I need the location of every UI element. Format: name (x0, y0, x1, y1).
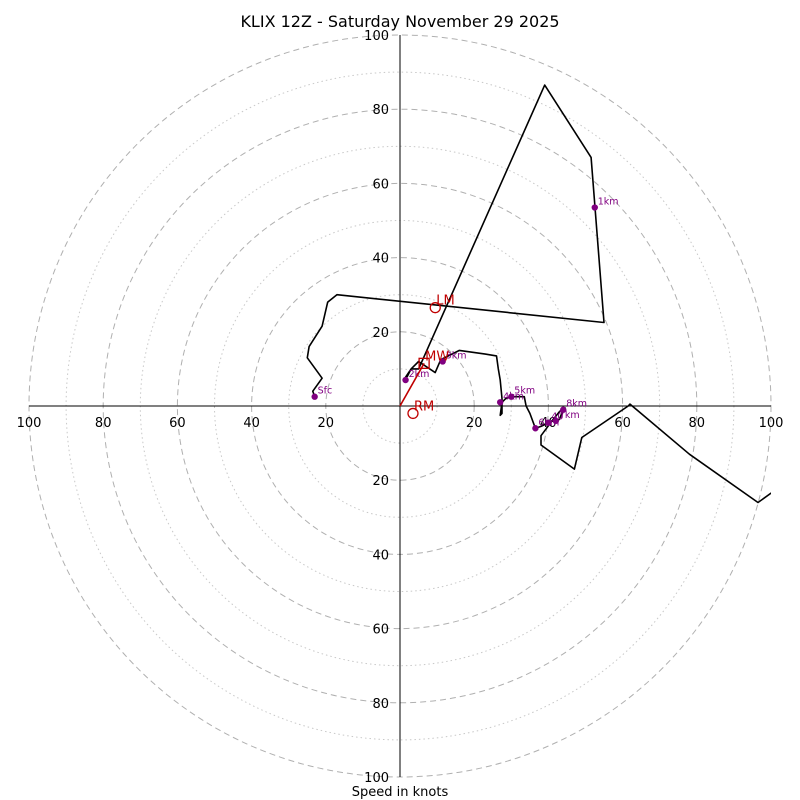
storm-motion-rm-marker (407, 407, 419, 420)
y-tick-label: 80 (372, 103, 389, 118)
storm-motion-lm-label: LM (436, 294, 454, 309)
storm-motion-mw-marker (418, 357, 430, 369)
x-axis-label: Speed in knots (352, 785, 449, 800)
height-label-40: 40 (551, 412, 563, 423)
height-label-7km: 7km (559, 410, 580, 421)
storm-motion-mw-label: MW (425, 349, 449, 364)
x-tick-label: 80 (95, 416, 112, 431)
height-label-2km: 2km (409, 369, 430, 380)
y-tick-label: 60 (372, 623, 389, 638)
height-label-sfc: Sfc (318, 386, 333, 397)
x-tick-label: 80 (689, 416, 706, 431)
height-point-3km (439, 358, 446, 365)
y-tick-label: 100 (364, 771, 389, 786)
y-tick-label: 80 (372, 697, 389, 712)
y-tick-label: 40 (372, 252, 389, 267)
height-point-1km (591, 204, 598, 211)
height-point-5km (508, 393, 515, 400)
height-point-sfc (311, 393, 318, 400)
storm-motion-rm-label: RM (414, 399, 434, 414)
x-tick-label: 60 (614, 416, 631, 431)
storm-motion-lm-marker (429, 302, 441, 314)
height-label-1km: 1km (598, 197, 619, 208)
y-tick-label: 60 (372, 177, 389, 192)
mean-wind-vector (399, 362, 425, 407)
height-label-3km: 3km (446, 350, 467, 361)
y-tick-label: 40 (372, 548, 389, 563)
x-tick-label: 40 (243, 416, 260, 431)
height-point-8km (560, 406, 567, 413)
chart-title: KLIX 12Z - Saturday November 29 2025 (240, 12, 559, 31)
height-point-6km (532, 425, 539, 432)
tick-labels: 100 100 80 80 60 60 40 40 20 20 20 20 40 40 60 60 80 80 10… (17, 29, 784, 786)
height-point-7km (552, 417, 560, 425)
x-tick-label: 20 (318, 416, 335, 431)
y-tick-label: 100 (364, 29, 389, 44)
height-point-40 (545, 419, 552, 426)
x-tick-label: 100 (17, 416, 42, 431)
height-label-5km: 5km (514, 386, 535, 397)
x-tick-label: 60 (169, 416, 186, 431)
storm-motion-markers: LM MW RM (399, 294, 455, 420)
y-tick-label: 20 (372, 326, 389, 341)
height-label-8km: 8km (566, 399, 587, 410)
height-point-4km (496, 399, 504, 406)
y-tick-label: 20 (372, 474, 389, 489)
height-markers: Sfc1km2km3km4km5km6km7km8km40 (311, 197, 619, 432)
x-tick-label: 100 (759, 416, 784, 431)
height-point-2km (402, 376, 409, 384)
x-tick-label: 20 (466, 416, 483, 431)
